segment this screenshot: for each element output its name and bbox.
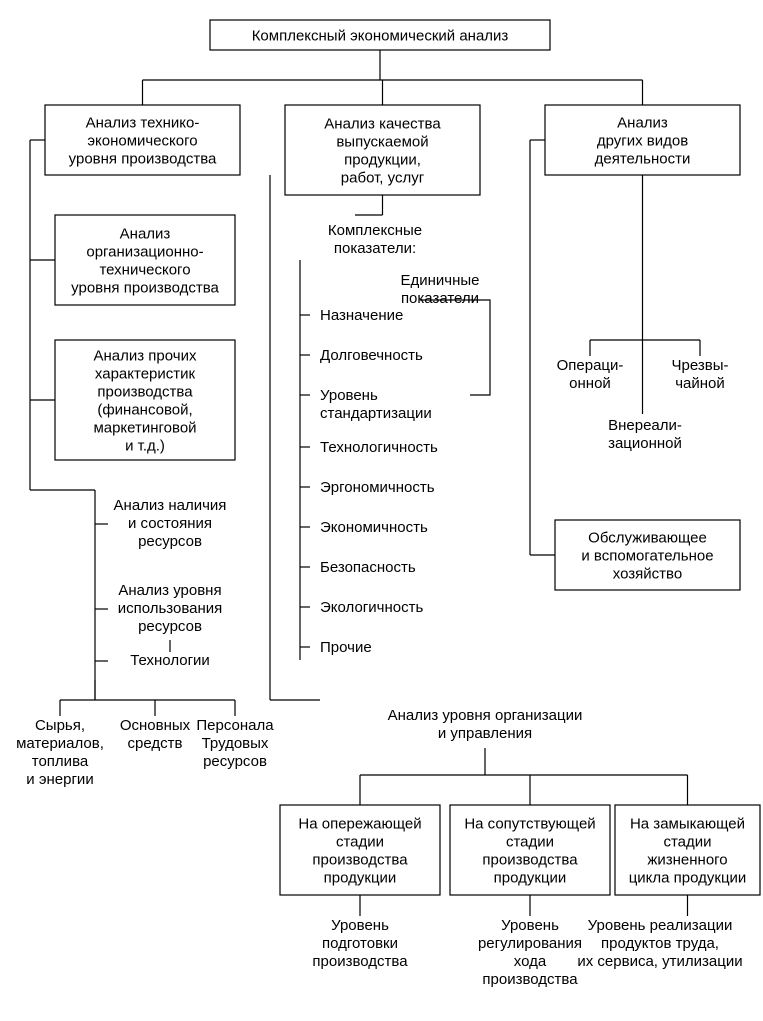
org-leaf-1: Уровеньрегулированияходапроизводства <box>478 917 582 988</box>
org-title: Анализ уровня организациии управления <box>388 707 583 742</box>
org-leaf-0: Уровеньподготовкипроизводства <box>312 917 408 970</box>
B-item-4: Эргономичность <box>320 479 435 496</box>
B-item-6: Безопасность <box>320 559 416 576</box>
B-single-header: Единичныепоказатели <box>400 272 479 307</box>
A-res-label-2: Технологии <box>130 652 210 669</box>
root-box-label: Комплексный экономический анализ <box>252 27 509 44</box>
A-res-label-1: Анализ уровняиспользованияресурсов <box>118 582 223 635</box>
res-leaf-0: Сырья,материалов,топливаи энергии <box>16 717 104 788</box>
A-res-label-0: Анализ наличияи состоянияресурсов <box>114 497 227 550</box>
B-complex-header: Комплексныепоказатели: <box>328 222 422 257</box>
B-item-1: Долговечность <box>320 347 423 364</box>
C-leaf-2: Внереали-зационной <box>608 417 682 452</box>
C-leaf-0: Операци-онной <box>557 357 624 392</box>
B-item-0: Назначение <box>320 307 403 324</box>
org-leaf-2: Уровень реализациипродуктов труда,их сер… <box>577 917 742 970</box>
C-leaf-1: Чрезвы-чайной <box>672 357 729 392</box>
B-item-3: Технологичность <box>320 439 438 456</box>
B-item-5: Экономичность <box>320 519 428 536</box>
level1-A-label: Анализ технико-экономическогоуровня прои… <box>69 114 217 167</box>
res-leaf-1: Основныхсредств <box>120 717 191 752</box>
B-item-2: Уровеньстандартизации <box>320 387 432 422</box>
res-leaf-2: ПерсоналаТрудовыхресурсов <box>196 717 274 770</box>
flowchart: Комплексный экономический анализ Анализ т… <box>0 0 763 1021</box>
B-item-8: Прочие <box>320 639 372 656</box>
B-item-7: Экологичность <box>320 599 423 616</box>
